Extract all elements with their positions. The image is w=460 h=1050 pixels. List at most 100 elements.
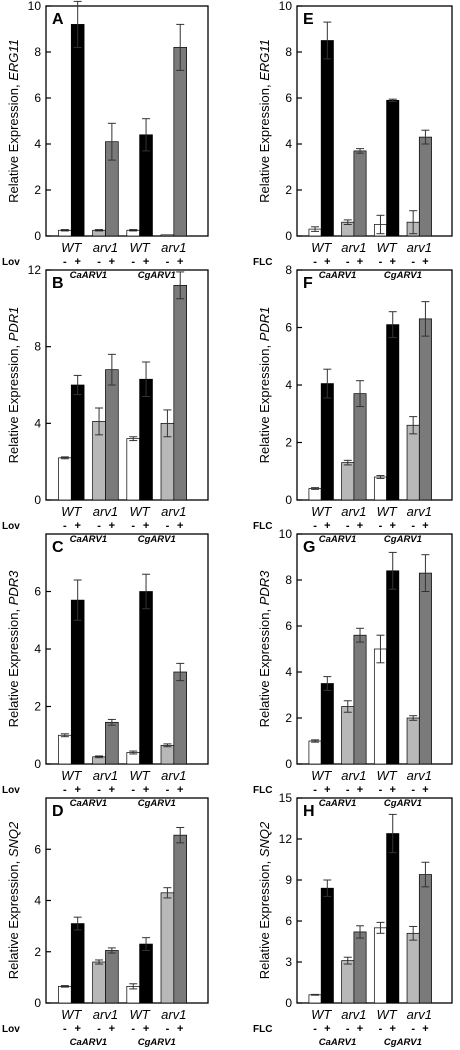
y-axis-label: Relative Expression, PDR3	[257, 570, 272, 728]
y-axis-gene: PDR3	[6, 570, 21, 605]
genotype-label: WT	[311, 1007, 332, 1022]
bar	[418, 318, 432, 501]
treatment-sign: -	[346, 1023, 350, 1035]
strain-label: CaARV1	[70, 534, 108, 545]
treatment-label: Lov	[2, 521, 20, 532]
y-axis-label-prefix: Relative Expression,	[6, 341, 21, 463]
treatment-sign: +	[109, 1023, 115, 1035]
y-axis-gene: PDR3	[257, 570, 272, 605]
y-axis-label: Relative Expression, ERG11	[257, 39, 272, 203]
treatment-sign: +	[422, 784, 428, 796]
treatment-sign: +	[324, 256, 330, 268]
y-tick-label: 10	[279, 0, 293, 13]
y-tick-label: 8	[285, 573, 292, 587]
genotype-label: WT	[130, 504, 151, 519]
genotype-label: WT	[61, 504, 82, 519]
treatment-sign: -	[379, 520, 383, 532]
strain-label: CgARV1	[138, 534, 176, 545]
genotype-label: arv1	[161, 1007, 186, 1022]
bar	[308, 488, 322, 501]
treatment-sign: -	[166, 520, 170, 532]
genotype-label: WT	[376, 504, 397, 519]
strain-label: CgARV1	[138, 798, 176, 809]
treatment-sign: -	[97, 256, 101, 268]
genotype-label: arv1	[407, 1007, 432, 1022]
genotype-label: arv1	[93, 504, 118, 519]
genotype-label: WT	[61, 768, 82, 783]
strain-label: CaARV1	[70, 1037, 108, 1048]
y-tick-label: 6	[285, 914, 292, 928]
bar	[308, 740, 322, 765]
treatment-sign: +	[357, 520, 363, 532]
y-axis-gene: PDR1	[6, 307, 21, 342]
treatment-sign: -	[63, 784, 67, 796]
y-tick-label: 15	[279, 791, 293, 805]
y-tick-label: 6	[34, 842, 41, 856]
genotype-label: WT	[61, 1007, 82, 1022]
panel-c: 0 2 4 6 C Relative Expression, PDR3 WT arv1 WT ar…	[2, 533, 209, 809]
genotype-label: WT	[376, 240, 397, 255]
strain-label: CgARV1	[384, 534, 422, 545]
treatment-sign: +	[109, 256, 115, 268]
y-tick-label: 6	[285, 619, 292, 633]
genotype-label: WT	[130, 240, 151, 255]
y-axis-label: Relative Expression, SNQ2	[6, 821, 21, 979]
genotype-label: arv1	[341, 768, 366, 783]
bar	[160, 892, 175, 1004]
strain-label: CgARV1	[384, 798, 422, 809]
treatment-sign: +	[390, 784, 396, 796]
panel-letter: F	[303, 275, 313, 292]
treatment-sign: +	[143, 256, 149, 268]
treatment-sign: -	[131, 784, 135, 796]
panel-h: 0 3 6 9 12 15 H Relative Expression, SNQ2 WT arv1…	[253, 791, 453, 1048]
treatment-sign: -	[63, 1023, 67, 1035]
treatment-sign: +	[422, 256, 428, 268]
y-tick-label: 0	[34, 493, 41, 507]
treatment-sign: +	[109, 784, 115, 796]
y-tick-label: 4	[285, 378, 292, 392]
genotype-label: WT	[311, 504, 332, 519]
treatment-sign: +	[390, 256, 396, 268]
bar	[308, 994, 322, 1004]
y-tick-label: 2	[34, 700, 41, 714]
strain-label: CaARV1	[70, 270, 108, 281]
genotype-label: arv1	[341, 1007, 366, 1022]
y-tick-label: 6	[285, 91, 292, 105]
genotype-label: arv1	[93, 768, 118, 783]
treatment-sign: +	[177, 784, 183, 796]
treatment-sign: +	[390, 520, 396, 532]
y-tick-label: 2	[285, 436, 292, 450]
y-tick-label: 4	[34, 416, 41, 430]
treatment-sign: -	[346, 784, 350, 796]
bar	[353, 393, 367, 501]
y-axis-label-prefix: Relative Expression,	[6, 605, 21, 727]
y-axis-gene: SNQ2	[257, 821, 272, 857]
strain-label: CaARV1	[319, 1037, 357, 1048]
y-tick-label: 0	[34, 996, 41, 1010]
bar	[70, 599, 85, 765]
y-tick-label: 4	[285, 137, 292, 151]
treatment-sign: +	[74, 784, 80, 796]
bar	[126, 438, 140, 501]
treatment-sign: +	[324, 1023, 330, 1035]
treatment-sign: -	[131, 520, 135, 532]
y-tick-label: 2	[285, 711, 292, 725]
genotype-label: arv1	[407, 240, 432, 255]
strain-label: CgARV1	[384, 1037, 422, 1048]
treatment-sign: -	[346, 256, 350, 268]
y-axis-label: Relative Expression, PDR3	[6, 570, 21, 728]
bar	[58, 985, 72, 1004]
treatment-sign: +	[357, 256, 363, 268]
y-axis-label-prefix: Relative Expression,	[257, 857, 272, 979]
y-axis-label-prefix: Relative Expression,	[6, 857, 21, 979]
y-tick-label: 10	[28, 0, 42, 13]
genotype-label: WT	[376, 1007, 397, 1022]
treatment-label: FLC	[253, 785, 272, 796]
y-axis-label-prefix: Relative Expression,	[257, 341, 272, 463]
treatment-sign: -	[97, 520, 101, 532]
genotype-label: arv1	[407, 504, 432, 519]
y-tick-label: 0	[34, 229, 41, 243]
bar	[173, 671, 187, 765]
bar	[173, 834, 187, 1004]
y-tick-label: 4	[34, 894, 41, 908]
